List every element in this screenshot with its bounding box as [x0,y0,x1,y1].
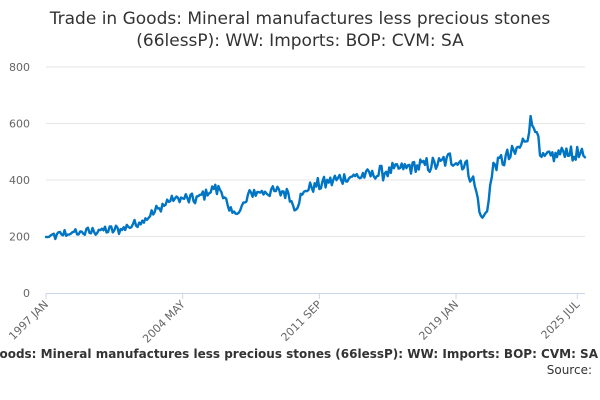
chart-caption: Trade in Goods: Mineral manufactures les… [0,347,600,365]
source-line: Source: [0,363,600,381]
y-tick-label: 600 [9,118,30,131]
chart-title-line-2: (66lessP): WW: Imports: BOP: CVM: SA [136,31,464,51]
source-label: Source: [546,363,592,377]
y-tick-label: 400 [9,174,30,187]
x-tick-label: 2004 MAY [140,298,188,346]
x-tick-label: 2025 JUL [539,297,583,341]
x-tick-label: 1997 JAN [6,298,51,343]
y-tick-label: 0 [23,287,30,300]
x-tick-label: 2011 SEP [278,298,324,344]
y-tick-label: 200 [9,231,30,244]
series-line [44,114,587,241]
chart-caption-text: Trade in Goods: Mineral manufactures les… [0,347,598,361]
chart-title-line-1: Trade in Goods: Mineral manufactures les… [49,9,551,29]
x-tick-label: 2019 JAN [416,298,461,343]
chart-title: Trade in Goods: Mineral manufactures les… [0,8,600,52]
y-tick-label: 800 [9,61,30,74]
